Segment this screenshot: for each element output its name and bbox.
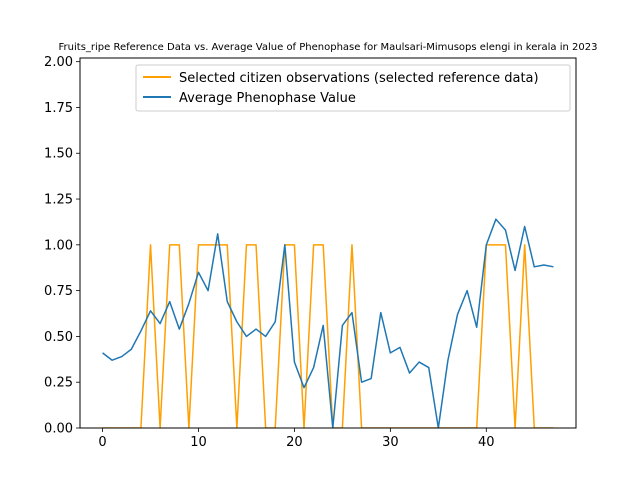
x-tick-label: 30 [382,435,399,450]
y-tick-label: 1.75 [44,101,73,116]
y-tick-label: 2.00 [44,55,73,70]
series-layer [102,218,554,428]
legend-label-average: Average Phenophase Value [179,91,356,106]
x-tick-label: 0 [98,435,106,450]
series-line-1 [102,218,554,428]
y-tick-label: 1.25 [44,193,73,208]
legend: Selected citizen observations (selected … [135,64,571,112]
y-tick-label: 0.00 [44,422,73,437]
series-line-0 [102,244,554,428]
chart-title: Fruits_ripe Reference Data vs. Average V… [59,42,598,53]
x-tick-label: 20 [286,435,303,450]
y-tick-label: 0.25 [44,376,73,391]
x-axis: 0 10 20 30 40 [98,428,495,450]
y-tick-label: 0.75 [44,284,73,299]
y-tick-label: 0.50 [44,330,73,345]
y-axis: 0.00 0.25 0.50 0.75 1.00 1.25 1.50 1.75 2.00 [44,55,80,437]
plot-frame [79,57,577,429]
legend-box [135,64,571,112]
y-tick-label: 1.50 [44,147,73,162]
x-tick-label: 40 [478,435,495,450]
legend-label-observations: Selected citizen observations (selected … [179,71,539,86]
y-tick-label: 1.00 [44,238,73,253]
x-tick-label: 10 [190,435,207,450]
